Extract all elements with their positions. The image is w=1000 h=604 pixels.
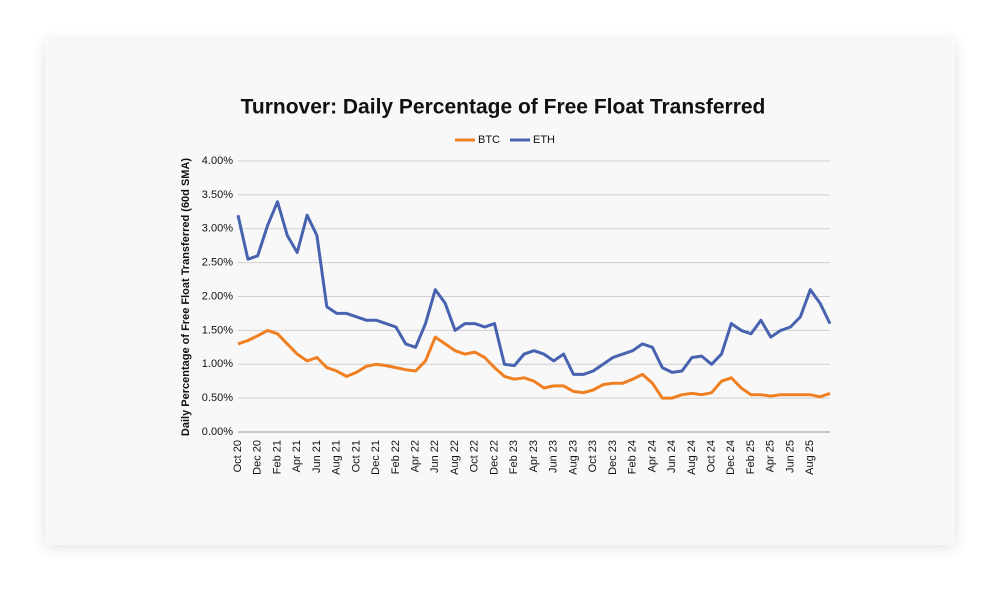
x-tick-label: Dec 22 bbox=[488, 440, 500, 475]
x-tick-label: Jun 21 bbox=[311, 440, 323, 473]
x-tick-label: Oct 23 bbox=[587, 440, 599, 472]
x-tick-label: Apr 21 bbox=[291, 440, 303, 472]
card bbox=[45, 40, 955, 545]
x-tick-label: Aug 21 bbox=[331, 440, 343, 475]
y-tick-label: 1.50% bbox=[202, 324, 233, 336]
y-tick-label: 0.50% bbox=[202, 392, 233, 404]
x-tick-label: Dec 21 bbox=[370, 440, 382, 475]
legend-label: ETH bbox=[533, 134, 555, 146]
y-tick-label: 3.00% bbox=[202, 223, 233, 235]
y-tick-label: 0.00% bbox=[202, 426, 233, 438]
y-axis-label: Daily Percentage of Free Float Transferr… bbox=[180, 158, 192, 436]
x-tick-label: Jun 23 bbox=[548, 440, 560, 473]
x-tick-label: Aug 24 bbox=[686, 440, 698, 475]
y-tick-label: 3.50% bbox=[202, 189, 233, 201]
x-tick-label: Oct 21 bbox=[350, 440, 362, 472]
x-tick-label: Feb 21 bbox=[271, 440, 283, 474]
legend-label: BTC bbox=[478, 134, 500, 146]
x-tick-label: Dec 24 bbox=[725, 440, 737, 475]
x-tick-label: Feb 23 bbox=[508, 440, 520, 474]
y-tick-label: 4.00% bbox=[202, 155, 233, 167]
x-tick-label: Oct 24 bbox=[706, 440, 718, 472]
x-tick-label: Apr 22 bbox=[410, 440, 422, 472]
x-tick-label: Aug 23 bbox=[567, 440, 579, 475]
x-tick-label: Apr 23 bbox=[528, 440, 540, 472]
line-series bbox=[236, 200, 832, 376]
x-tick-label: Feb 25 bbox=[745, 440, 757, 474]
x-tick-label: Apr 24 bbox=[646, 440, 658, 472]
y-tick-label: 1.00% bbox=[202, 358, 233, 370]
x-tick-label: Jun 24 bbox=[666, 440, 678, 473]
y-tick-label: 2.00% bbox=[202, 290, 233, 302]
x-tick-label: Dec 20 bbox=[252, 440, 264, 475]
x-tick-label: Jun 25 bbox=[784, 440, 796, 473]
x-tick-label: Dec 23 bbox=[607, 440, 619, 475]
x-tick-label: Aug 25 bbox=[804, 440, 816, 475]
x-tick-label: Feb 22 bbox=[390, 440, 402, 474]
x-tick-label: Oct 20 bbox=[232, 440, 244, 472]
chart-title: Turnover: Daily Percentage of Free Float… bbox=[241, 96, 766, 119]
x-tick-label: Aug 22 bbox=[449, 440, 461, 475]
x-tick-label: Apr 25 bbox=[765, 440, 777, 472]
x-tick-label: Oct 22 bbox=[469, 440, 481, 472]
line-series bbox=[237, 328, 831, 400]
x-tick-label: Jun 22 bbox=[429, 440, 441, 473]
y-tick-label: 2.50% bbox=[202, 257, 233, 269]
x-tick-label: Feb 24 bbox=[627, 440, 639, 474]
